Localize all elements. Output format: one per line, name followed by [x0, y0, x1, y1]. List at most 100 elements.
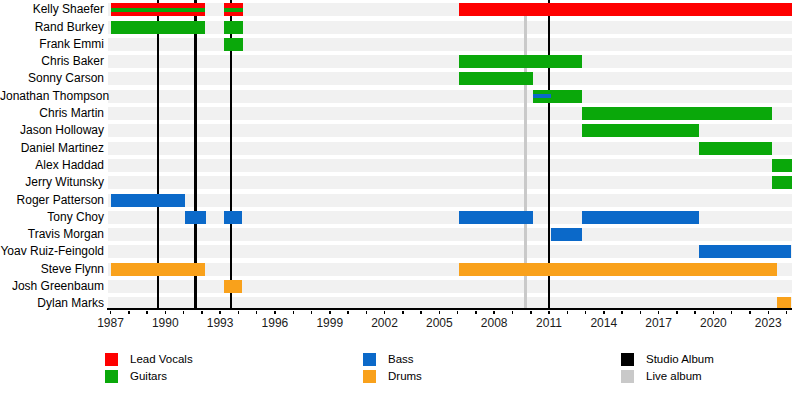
x-axis-tick	[293, 311, 295, 315]
member-name: Chris Baker	[0, 55, 104, 68]
row-background	[108, 194, 792, 207]
x-axis-tick-label: 2023	[746, 316, 790, 330]
x-axis-tick	[256, 311, 258, 315]
tenure-bar	[551, 228, 582, 241]
legend-label-guitars: Guitars	[130, 370, 167, 383]
row-background	[108, 176, 792, 189]
row-background	[108, 142, 792, 155]
x-axis-tick	[420, 311, 422, 315]
x-axis-tick	[347, 311, 349, 315]
legend-swatch-live_album	[621, 370, 634, 383]
x-axis-tick	[238, 311, 240, 315]
x-axis-tick	[585, 311, 587, 315]
member-name: Frank Emmi	[0, 38, 104, 51]
member-name: Jason Holloway	[0, 124, 104, 137]
legend-swatch-drums	[363, 370, 376, 383]
x-axis-tick-label: 1993	[198, 316, 242, 330]
x-axis-tick-label: 2011	[527, 316, 571, 330]
x-axis-tick	[219, 311, 221, 315]
member-name: Jerry Witunsky	[0, 176, 104, 189]
member-name: Roger Patterson	[0, 194, 104, 207]
tenure-bar	[224, 211, 242, 224]
band-timeline-chart: Kelly Shaefer Rand Burkey Frank Emmi Chris …	[0, 0, 800, 401]
x-axis-tick	[658, 311, 660, 315]
x-axis-tick-label: 2002	[363, 316, 407, 330]
x-axis-tick-label: 1996	[253, 316, 297, 330]
x-axis-tick-label: 2014	[582, 316, 626, 330]
x-axis-tick	[640, 311, 642, 315]
x-axis-tick-label: 2008	[472, 316, 516, 330]
legend-label-live_album: Live album	[646, 370, 702, 383]
member-name: Kelly Shaefer	[0, 3, 104, 16]
legend-label-studio_album: Studio Album	[646, 353, 714, 366]
member-name: Yoav Ruiz-Feingold	[0, 245, 104, 258]
x-axis-tick	[731, 311, 733, 315]
member-name: Rand Burkey	[0, 21, 104, 34]
member-name: Tony Choy	[0, 211, 104, 224]
row-background	[108, 55, 792, 68]
tenure-bar	[582, 124, 699, 137]
legend-swatch-vocals	[105, 353, 118, 366]
x-axis-tick	[329, 311, 331, 315]
x-axis-tick	[457, 311, 459, 315]
tenure-bar-secondary-role	[111, 8, 205, 12]
tenure-bar	[224, 21, 243, 34]
tenure-bar	[582, 211, 699, 224]
x-axis-tick	[567, 311, 569, 315]
row-background	[108, 72, 792, 85]
legend-swatch-bass	[363, 353, 376, 366]
x-axis-tick	[165, 311, 167, 315]
row-background	[108, 245, 792, 258]
tenure-bar-secondary-role	[533, 94, 551, 98]
member-name: Daniel Martinez	[0, 142, 104, 155]
tenure-bar	[224, 3, 243, 16]
x-axis-tick	[768, 311, 770, 315]
x-axis-tick-label: 2005	[417, 316, 461, 330]
row-background	[108, 280, 792, 293]
x-axis-tick-label: 1987	[89, 316, 133, 330]
x-axis-tick	[475, 311, 477, 315]
x-axis-tick	[694, 311, 696, 315]
x-axis-tick	[512, 311, 514, 315]
legend-label-vocals: Lead Vocals	[130, 353, 193, 366]
tenure-bar	[772, 176, 792, 189]
member-name: Chris Martin	[0, 107, 104, 120]
x-axis-tick	[493, 311, 495, 315]
tenure-bar	[699, 142, 772, 155]
x-axis-tick	[603, 311, 605, 315]
member-name: Jonathan Thompson	[0, 90, 104, 103]
tenure-bar	[224, 280, 242, 293]
row-background	[108, 90, 792, 103]
legend-label-drums: Drums	[388, 370, 422, 383]
tenure-bar	[772, 159, 792, 172]
tenure-bar	[459, 263, 777, 276]
legend-swatch-guitars	[105, 370, 118, 383]
x-axis-tick-label: 1999	[308, 316, 352, 330]
member-name: Sonny Carson	[0, 72, 104, 85]
x-axis-tick	[201, 311, 203, 315]
x-axis-tick	[530, 311, 532, 315]
x-axis-tick	[183, 311, 185, 315]
row-background	[108, 228, 792, 241]
member-name: Josh Greenbaum	[0, 280, 104, 293]
x-axis-tick	[384, 311, 386, 315]
x-axis-tick-label: 2017	[637, 316, 681, 330]
member-name: Travis Morgan	[0, 228, 104, 241]
x-axis-tick-label: 1990	[143, 316, 187, 330]
tenure-bar	[459, 3, 792, 16]
x-axis-tick	[621, 311, 623, 315]
x-axis-tick	[274, 311, 276, 315]
tenure-bar	[459, 211, 532, 224]
x-axis-tick	[713, 311, 715, 315]
legend-swatch-studio_album	[621, 353, 634, 366]
member-name: Dylan Marks	[0, 297, 104, 310]
tenure-bar	[111, 3, 205, 16]
x-axis-tick	[439, 311, 441, 315]
tenure-bar	[582, 107, 772, 120]
row-background	[108, 38, 792, 51]
tenure-bar	[224, 38, 243, 51]
legend-label-bass: Bass	[388, 353, 414, 366]
x-axis-tick	[366, 311, 368, 315]
tenure-bar	[459, 72, 532, 85]
member-name: Alex Haddad	[0, 159, 104, 172]
